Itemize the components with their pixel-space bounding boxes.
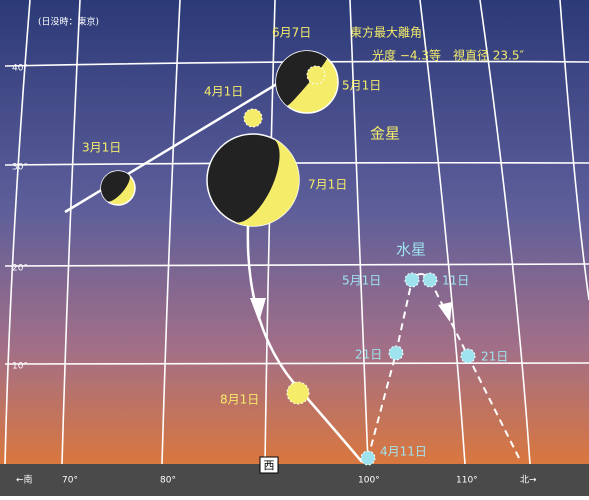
label: 3月1日 [82, 141, 121, 155]
azimuth-label: 100° [358, 476, 380, 486]
label: 金星 [370, 125, 400, 143]
label: 11日 [442, 274, 469, 288]
label: 21日 [355, 348, 382, 362]
label: 東方最大離角 [350, 25, 422, 40]
altitude-label: 30° [12, 163, 28, 173]
label: 6月7日 [272, 26, 311, 40]
azimuth-label: 80° [160, 476, 176, 486]
mercury-dots [360, 272, 476, 466]
west-box [259, 456, 279, 474]
arrow [438, 302, 452, 322]
label: 4月11日 [380, 445, 427, 459]
label: 21日 [481, 350, 508, 364]
azimuth-label: 西 [264, 459, 275, 472]
altitude-label: 10° [12, 362, 28, 372]
label: 光度 −4.3等 視直径 23.5″ [372, 48, 524, 63]
altitude-label: 40° [12, 64, 28, 74]
azimuth-label: ←南 [16, 474, 33, 486]
venus-disks [100, 50, 339, 405]
grid [4, 0, 589, 465]
azimuth-label: 110° [456, 476, 478, 486]
label: 5月1日 [342, 274, 381, 288]
horizon-bar [0, 464, 589, 496]
label: 水星 [396, 241, 426, 259]
label: 4月1日 [204, 85, 243, 99]
label: 8月1日 [220, 393, 259, 407]
note: (日没時：東京) [38, 16, 99, 28]
azimuth-label: 北→ [520, 475, 537, 486]
label: 5月1日 [342, 79, 381, 93]
altitude-label: 20° [12, 264, 28, 274]
azimuth-label: 70° [62, 476, 78, 486]
label: 7月1日 [308, 178, 347, 192]
